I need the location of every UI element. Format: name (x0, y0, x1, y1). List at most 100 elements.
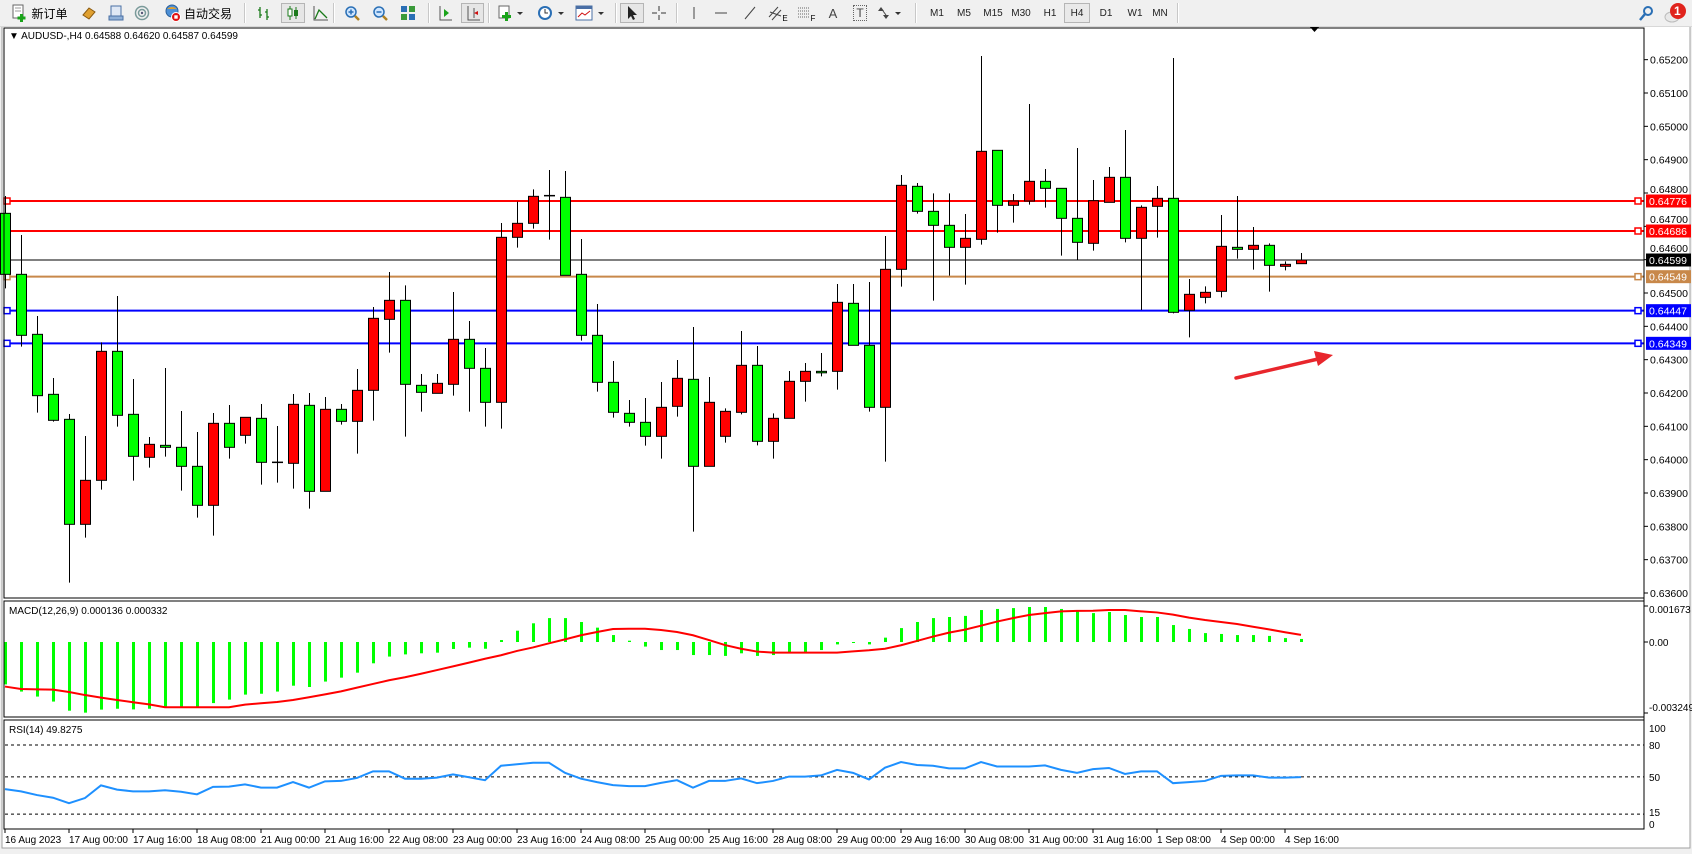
symbol-ohlc: AUDUSD-,H4 0.64588 0.64620 0.64587 0.645… (21, 31, 238, 42)
market-watch-button[interactable] (106, 3, 126, 23)
collapse-triangle-icon[interactable]: ▼ (9, 31, 21, 42)
arrow-shaft (1234, 357, 1320, 380)
zoom-out-button[interactable] (369, 3, 391, 23)
macd-histogram-bar (84, 642, 87, 713)
gold-button[interactable] (79, 3, 99, 23)
horizontal-line-button[interactable] (711, 3, 731, 23)
bearish-candle-body (816, 370, 827, 374)
price-tick-label: 0.64500 (1650, 288, 1688, 300)
bearish-candle-body (224, 422, 235, 448)
time-label: 25 Aug 16:00 (709, 835, 768, 846)
timeframe-m15[interactable]: M15 (983, 7, 1003, 19)
indicators-button[interactable] (496, 3, 526, 23)
cursor-button[interactable] (620, 3, 644, 23)
bullish-candle-body (1184, 293, 1195, 311)
macd-histogram-bar (1060, 608, 1063, 642)
macd-histogram-bar (100, 642, 103, 710)
candle (1216, 214, 1227, 298)
bullish-candle-body (720, 410, 731, 437)
search-button[interactable] (1636, 3, 1656, 23)
candle (1056, 187, 1067, 256)
arrows-button[interactable] (876, 3, 906, 23)
macd-histogram-bar (1076, 610, 1079, 642)
candle (896, 175, 907, 287)
zoom-in-button[interactable] (341, 3, 363, 23)
equidistant-channel-button[interactable]: E (766, 3, 790, 23)
macd-histogram-bar (52, 642, 55, 702)
timeframe-mn[interactable]: MN (1152, 7, 1168, 19)
macd-histogram-bar (1028, 606, 1031, 642)
notification-button[interactable]: 1 (1662, 3, 1688, 23)
macd-histogram-bar (484, 642, 487, 649)
timeframe-d1[interactable]: D1 (1099, 7, 1113, 19)
notification-icon (1664, 3, 1686, 23)
tile-windows-button[interactable] (397, 3, 419, 23)
macd-histogram-bar (1300, 638, 1303, 642)
trendline-button[interactable] (740, 3, 760, 23)
bullish-candle-body (96, 350, 107, 481)
macd-histogram-bar (676, 642, 679, 651)
bullish-candle-body (1280, 263, 1291, 267)
candle (384, 271, 395, 353)
auto-trading-icon (165, 4, 181, 22)
macd-histogram-bar (404, 642, 407, 655)
macd-histogram-bar (1124, 615, 1127, 642)
time-label: 22 Aug 08:00 (389, 835, 448, 846)
bearish-candle-body (480, 367, 491, 403)
bar-chart-button[interactable] (253, 3, 275, 23)
text-button[interactable]: A (823, 3, 843, 23)
timeframe-h4[interactable]: H4 (1064, 3, 1090, 23)
level-anchor-handle (1634, 197, 1642, 205)
new-order-button[interactable]: 新订单 (8, 3, 72, 23)
candle (592, 303, 603, 392)
auto-trading-button[interactable]: 自动交易 (162, 3, 234, 23)
bearish-candle-body (864, 344, 875, 408)
price-tick-label: 0.64700 (1650, 214, 1688, 226)
timeframe-m5[interactable]: M5 (957, 7, 971, 19)
text-label-button[interactable]: T (850, 3, 870, 23)
macd-histogram-bar (596, 627, 599, 642)
crosshair-button[interactable] (648, 3, 670, 23)
candle (768, 413, 779, 459)
macd-histogram-bar (452, 642, 455, 649)
time-label: 31 Aug 16:00 (1093, 835, 1152, 846)
timeframe-h1[interactable]: H1 (1043, 7, 1057, 19)
auto-scroll-button[interactable] (461, 3, 484, 23)
timeframe-m30[interactable]: M30 (1011, 7, 1031, 19)
rsi-axis-label: 50 (1649, 773, 1661, 784)
bullish-candle-body (352, 389, 363, 422)
vertical-line-button[interactable] (684, 3, 704, 23)
signals-button[interactable] (132, 3, 152, 23)
bearish-candle-body (1232, 246, 1243, 250)
line-chart-button[interactable] (310, 3, 332, 23)
macd-histogram-bar (228, 642, 231, 700)
macd-histogram-bar (932, 618, 935, 642)
gold-icon (82, 7, 96, 20)
periods-button[interactable] (535, 3, 567, 23)
chart-shift-marker-icon[interactable] (1310, 27, 1319, 32)
macd-histogram-bar (996, 608, 999, 642)
price-tag-label: 0.64686 (1649, 226, 1687, 238)
chart-shift-button[interactable] (434, 3, 456, 23)
price-tick-label: 0.64800 (1650, 184, 1688, 196)
fibonacci-button[interactable]: F (794, 3, 818, 23)
candle (976, 56, 987, 245)
macd-axis-label: 0.001673 (1649, 605, 1691, 616)
macd-histogram-bar (900, 628, 903, 642)
time-label: 21 Aug 00:00 (261, 835, 320, 846)
bearish-candle-body (112, 350, 123, 416)
candlestick-button[interactable] (281, 3, 305, 23)
candle (320, 396, 331, 492)
candle (1024, 104, 1035, 205)
annotation-arrow[interactable] (1234, 351, 1333, 380)
timeframe-m1[interactable]: M1 (930, 7, 944, 19)
bullish-candle-body (704, 401, 715, 467)
candle (208, 412, 219, 536)
level-anchor-handle (1634, 227, 1642, 235)
bullish-candle-body (288, 403, 299, 464)
templates-button[interactable] (573, 3, 607, 23)
candle (1184, 278, 1195, 338)
price-tag-label: 0.64349 (1649, 338, 1687, 350)
timeframe-w1[interactable]: W1 (1127, 7, 1143, 19)
